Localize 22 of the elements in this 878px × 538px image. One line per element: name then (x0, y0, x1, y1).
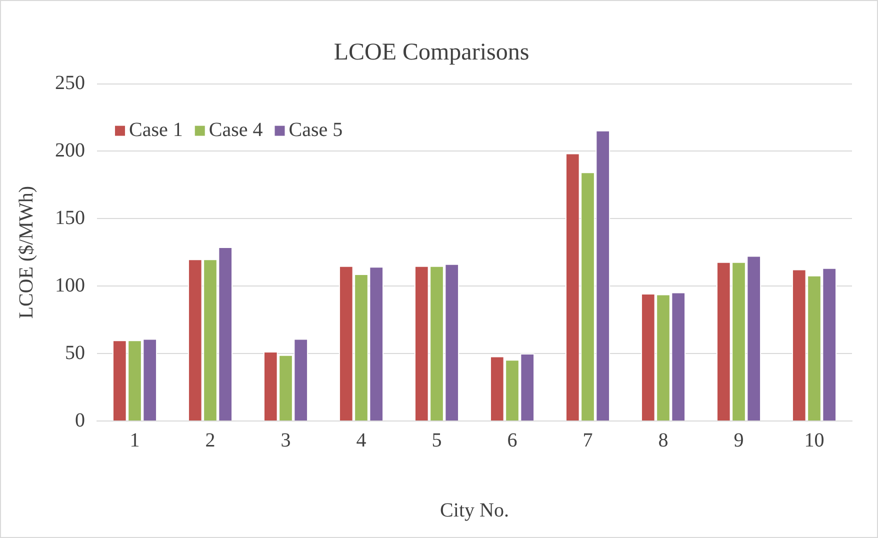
y-tick-label: 0 (75, 409, 85, 432)
x-tick-label: 6 (507, 429, 518, 452)
legend-label: Case 1 (129, 119, 183, 142)
x-tick-label: 5 (432, 429, 442, 452)
x-axis-title: City No. (440, 499, 509, 522)
x-tick-label: 1 (130, 429, 140, 452)
legend-label: Case 5 (288, 119, 343, 142)
y-tick-label: 50 (65, 342, 85, 364)
y-axis-title: LCOE ($/MWh) (15, 186, 38, 319)
x-tick-label: 4 (356, 429, 366, 452)
x-tick-label: 10 (804, 429, 824, 452)
y-tick-label: 200 (55, 139, 85, 162)
x-tick-label: 2 (205, 429, 216, 452)
y-tick-label: 150 (55, 206, 85, 229)
x-tick-label: 9 (734, 429, 744, 452)
y-tick-label: 100 (55, 274, 85, 296)
y-tick-label: 250 (55, 72, 85, 94)
x-tick-label: 3 (280, 429, 291, 452)
x-tick-label: 8 (658, 429, 668, 452)
x-tick-label: 7 (582, 429, 593, 452)
legend-label: Case 4 (208, 119, 263, 142)
chart-title: LCOE Comparisons (334, 40, 530, 66)
